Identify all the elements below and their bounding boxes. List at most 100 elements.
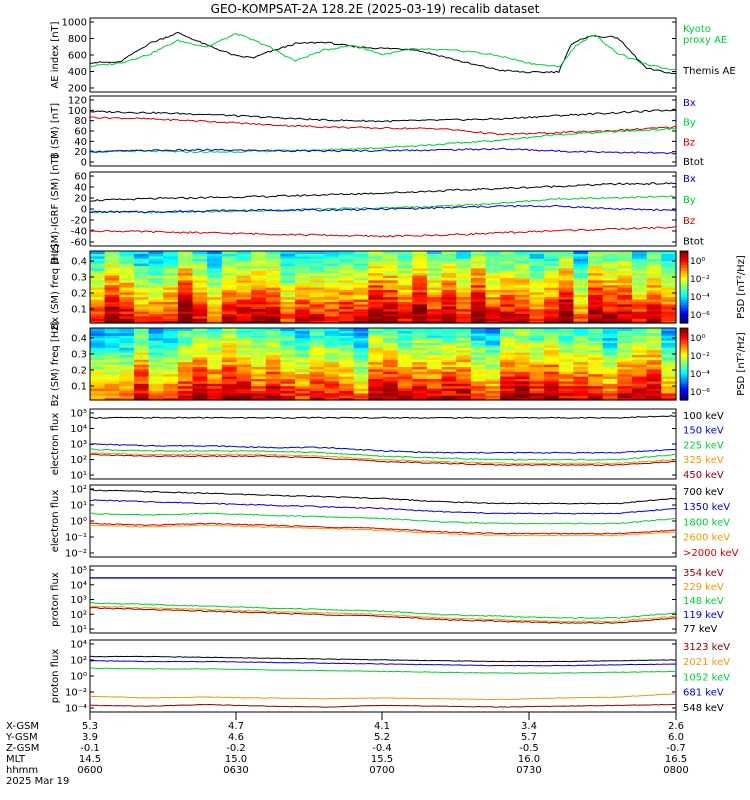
bxpsd-cell xyxy=(309,296,325,300)
bzpsd-cell xyxy=(148,397,164,401)
bzpsd-cell xyxy=(573,395,589,399)
bzpsd-cell xyxy=(617,328,633,331)
bzpsd-cell xyxy=(456,337,472,341)
bzpsd-cell xyxy=(456,371,472,375)
bzpsd-cell xyxy=(632,376,648,379)
bzpsd-cell xyxy=(412,395,428,399)
bzpsd-cell xyxy=(617,364,633,367)
bzpsd-cell xyxy=(324,342,340,346)
bzpsd-cell xyxy=(470,376,487,379)
bxpsd-cell xyxy=(426,303,443,307)
bzpsd-cell xyxy=(90,366,106,370)
bzpsd-cell xyxy=(426,340,443,343)
bzpsd-cell xyxy=(236,395,252,399)
bzpsd-cell xyxy=(397,344,413,348)
bxpsd-cell xyxy=(163,251,179,254)
pflux1-ylabel: proton flux xyxy=(50,572,61,627)
bxpsd-cell xyxy=(133,272,150,276)
bxpsd-cell xyxy=(632,306,648,310)
bxpsd-cell xyxy=(163,279,179,283)
bxpsd-cell xyxy=(368,315,384,319)
bzpsd-cell xyxy=(514,385,531,389)
bzpsd-cell xyxy=(661,383,677,387)
bxpsd-cell xyxy=(558,267,575,271)
ephemeris-value: -0.2 xyxy=(226,743,246,754)
bxpsd-cell xyxy=(339,260,355,264)
bxpsd-cell xyxy=(133,320,150,324)
bzpsd-cell xyxy=(251,354,267,358)
bzpsd-cell xyxy=(280,380,296,384)
bzpsd-cell xyxy=(221,366,238,370)
bzpsd-cell xyxy=(412,364,428,367)
bxpsd-colorbar-cell xyxy=(680,277,688,280)
bzpsd-cell xyxy=(588,373,604,377)
pflux2-frame xyxy=(89,639,677,713)
bxpsd-cell xyxy=(251,267,267,271)
bxpsd-cell xyxy=(632,282,648,286)
bzpsd-cell xyxy=(353,335,369,339)
bxpsd-cell xyxy=(133,301,150,305)
bzpsd-cell xyxy=(192,354,208,358)
bxpsd-cell xyxy=(192,320,208,324)
bzpsd-cell xyxy=(441,337,457,341)
bxpsd-cell xyxy=(309,258,325,262)
bxpsd-cell xyxy=(412,306,428,310)
bxpsd-cell xyxy=(470,301,487,305)
bxpsd-cell xyxy=(148,267,164,271)
bzpsd-cell xyxy=(529,332,545,336)
bxpsd-cell xyxy=(529,291,545,295)
bxpsd-cell xyxy=(192,284,208,288)
bzpsd-cell xyxy=(119,359,135,363)
ae-ytick: 600 xyxy=(68,51,87,62)
bxpsd-cell xyxy=(602,287,618,290)
bxpsd-cell xyxy=(339,311,355,314)
bzpsd-cell xyxy=(192,378,208,382)
bsm-ytick: 20 xyxy=(74,147,87,158)
bxpsd-cell xyxy=(456,275,472,278)
bxpsd-cell xyxy=(514,260,531,264)
bzpsd-cell xyxy=(192,335,208,339)
bxpsd-cell xyxy=(104,272,120,276)
bxpsd-cell xyxy=(456,251,472,254)
bxpsd-cell xyxy=(412,315,428,319)
bxpsd-cell xyxy=(500,311,516,314)
bzpsd-cell xyxy=(646,352,662,355)
bxpsd-cell xyxy=(646,272,662,276)
bzpsd-cell xyxy=(470,380,487,384)
bxpsd-cell xyxy=(529,275,545,278)
bxpsd-cell xyxy=(661,296,677,300)
bxpsd-cell xyxy=(426,294,443,298)
bzpsd-cell xyxy=(602,352,618,355)
bxpsd-cell xyxy=(529,308,545,312)
bxpsd-cell xyxy=(309,284,325,288)
bzpsd-cell xyxy=(236,368,252,372)
bxpsd-cell xyxy=(265,320,282,324)
bzpsd-cell xyxy=(383,337,399,341)
bxpsd-cell xyxy=(368,267,384,271)
bzpsd-cell xyxy=(295,354,311,358)
bzpsd-cell xyxy=(353,390,369,394)
bsm-legend-item: Btot xyxy=(683,157,704,168)
bzpsd-cell xyxy=(514,388,531,391)
bxpsd-cell xyxy=(133,313,150,317)
bzpsd-cell xyxy=(207,380,223,384)
bzpsd-colorbar-cell xyxy=(680,396,688,399)
bxpsd-cell xyxy=(529,311,545,314)
bzpsd-cell xyxy=(485,328,501,331)
bzpsd-cell xyxy=(646,395,662,399)
bsm-series-bz xyxy=(89,116,677,136)
bxpsd-cell xyxy=(661,301,677,305)
bzpsd-cell xyxy=(177,390,194,394)
bzpsd-cell xyxy=(544,359,560,363)
bxpsd-cell xyxy=(514,263,531,266)
bxpsd-cell xyxy=(470,294,487,298)
bzpsd-cell xyxy=(529,335,545,339)
bxpsd-cell xyxy=(646,320,662,324)
bzpsd-cell xyxy=(163,388,179,391)
ae-legend-item: Kyoto xyxy=(683,24,711,35)
bxpsd-cell xyxy=(368,294,384,298)
bxpsd-cell xyxy=(90,263,106,266)
bzpsd-cell xyxy=(426,380,443,384)
bzpsd-cell xyxy=(221,359,238,363)
